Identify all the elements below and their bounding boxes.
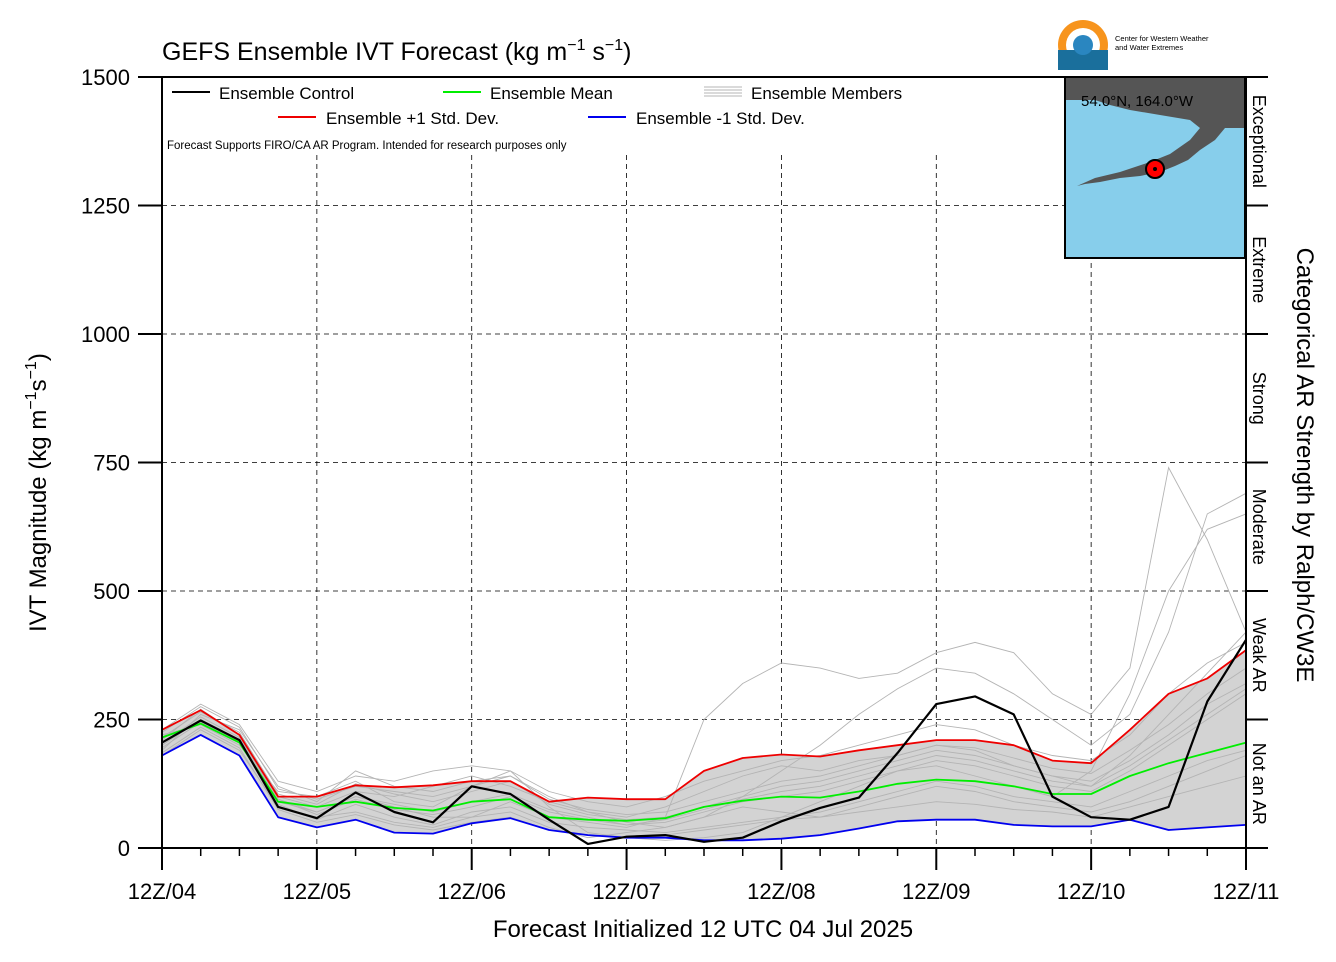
ensemble-control-line bbox=[161, 639, 1247, 846]
y-tick-label: 1500 bbox=[81, 65, 130, 90]
x-tick-label: 12Z/09 bbox=[902, 879, 971, 904]
inset-land-alaska bbox=[1066, 78, 1244, 186]
legend-minus-std-label: Ensemble -1 Std. Dev. bbox=[636, 109, 805, 128]
logo-text-line1: Center for Western Weather bbox=[1115, 34, 1209, 43]
inset-location-label: 54.0°N, 164.0°W bbox=[1081, 93, 1194, 110]
legend-plus-std-label: Ensemble +1 Std. Dev. bbox=[326, 109, 499, 128]
logo-drop-icon bbox=[1073, 35, 1093, 55]
chart-title: GEFS Ensemble IVT Forecast (kg m−1 s−1) bbox=[162, 37, 632, 66]
category-label: Not an AR bbox=[1249, 743, 1269, 825]
y-tick-label: 250 bbox=[93, 708, 130, 733]
x-tick-label: 12Z/08 bbox=[747, 879, 816, 904]
ensemble-member-line bbox=[161, 726, 1247, 839]
category-label: Strong bbox=[1249, 372, 1269, 425]
ensemble-mean-line bbox=[161, 722, 1247, 822]
location-marker-center bbox=[1153, 167, 1157, 171]
legend-control-label: Ensemble Control bbox=[219, 84, 354, 103]
x-tick-label: 12Z/10 bbox=[1057, 879, 1126, 904]
x-tick-label: 12Z/11 bbox=[1213, 879, 1280, 904]
std-dev-band bbox=[162, 650, 1246, 841]
ensemble-member-line bbox=[161, 729, 1247, 839]
ensemble-plus-std-line bbox=[161, 649, 1247, 803]
y-tick-label: 0 bbox=[118, 836, 130, 861]
y-tick-label: 500 bbox=[93, 579, 130, 604]
x-tick-label: 12Z/04 bbox=[128, 879, 197, 904]
x-tick-label: 12Z/06 bbox=[437, 879, 506, 904]
ensemble-minus-std-line bbox=[161, 734, 1247, 842]
ensemble-member-line bbox=[161, 642, 1247, 808]
y-tick-label: 750 bbox=[93, 451, 130, 476]
x-axis-label: Forecast Initialized 12 UTC 04 Jul 2025 bbox=[493, 916, 913, 943]
right-axis-title: Categorical AR Strength by Ralph/CW3E bbox=[1291, 248, 1318, 683]
axis-ticks: 0 250 500 750 1000 1250 1500 12Z/04 12Z/05 12Z/06… bbox=[81, 65, 1279, 904]
std-dev-band-area bbox=[162, 650, 1246, 841]
category-label: Moderate bbox=[1249, 489, 1269, 565]
logo-water-icon bbox=[1058, 50, 1108, 70]
category-label: Weak AR bbox=[1249, 618, 1269, 693]
y-axis-label: IVT Magnitude (kg m−1s−1) bbox=[23, 353, 52, 632]
category-label: Exceptional bbox=[1249, 95, 1269, 188]
legend-mean-label: Ensemble Mean bbox=[490, 84, 613, 103]
legend-members-swatch bbox=[704, 86, 742, 97]
disclaimer-text: Forecast Supports FIRO/CA AR Program. In… bbox=[167, 140, 567, 152]
y-tick-label: 1250 bbox=[81, 194, 130, 219]
legend: Ensemble Control Ensemble Mean Ensemble … bbox=[167, 84, 902, 152]
category-label: Extreme bbox=[1249, 236, 1269, 303]
series-lines bbox=[161, 639, 1247, 846]
logo-text-line2: and Water Extremes bbox=[1115, 43, 1183, 52]
ensemble-member-line bbox=[161, 667, 1247, 816]
cw3e-logo: Center for Western Weather and Water Ext… bbox=[1058, 20, 1209, 70]
x-tick-label: 12Z/05 bbox=[283, 879, 352, 904]
legend-members-label: Ensemble Members bbox=[751, 84, 902, 103]
y-tick-label: 1000 bbox=[81, 322, 130, 347]
location-inset-map: 54.0°N, 164.0°W bbox=[1064, 76, 1246, 259]
x-tick-label: 12Z/07 bbox=[592, 879, 661, 904]
ensemble-member-line bbox=[161, 631, 1247, 818]
